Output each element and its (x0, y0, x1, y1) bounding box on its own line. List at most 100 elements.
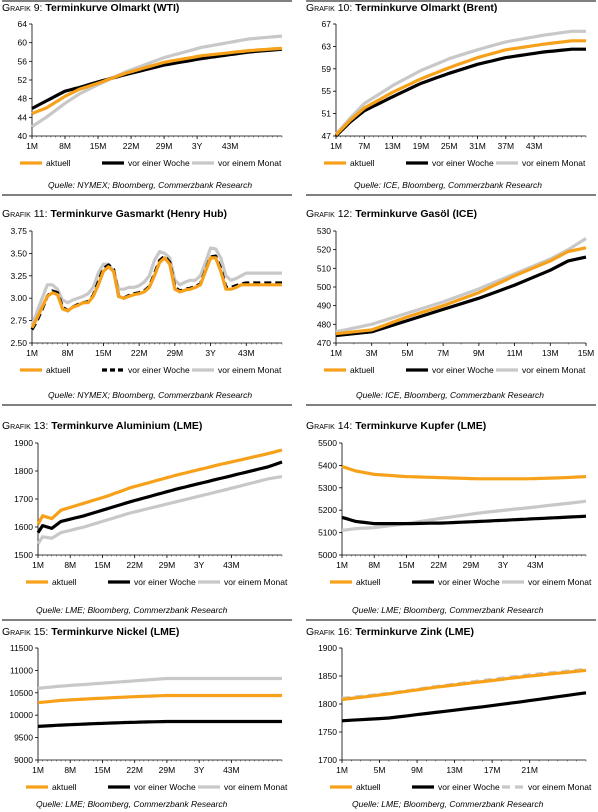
legend-label-woche: vor einer Woche (128, 158, 190, 168)
y-tick-label: 1800 (14, 466, 33, 476)
x-tick-label: 3Y (205, 348, 216, 358)
series-line-aktuell (341, 464, 587, 481)
series-line-aktuell (36, 448, 283, 525)
x-tick-label: 3Y (194, 765, 205, 775)
x-tick-label: 1M (26, 348, 38, 358)
series-line-monat (31, 34, 283, 129)
legend-label-woche: vor einer Woche (128, 365, 190, 375)
x-tick-label: 19M (413, 141, 430, 151)
legend-label-aktuell: aktuell (350, 158, 375, 168)
x-tick-label: 9M (411, 765, 423, 775)
legend-label-woche: vor einer Woche (432, 365, 494, 375)
series-line-aktuell (37, 693, 282, 705)
x-tick-label: 1M (32, 765, 44, 775)
y-tick-label: 60 (18, 38, 28, 48)
top-rule (2, 0, 292, 2)
y-tick-label: 1700 (318, 755, 337, 765)
series-line-woche (335, 255, 587, 338)
x-tick-label: 25M (441, 141, 458, 151)
x-tick-label: 29M (159, 765, 176, 775)
chart-henry-hub: 2.50 2.75 3.00 3.25 3.50 3.75 1M 8M 15M 22M 29M 3Y 4… (10, 226, 283, 375)
chart-panel-grafik-12: Grafik 12: Terminkurve Gasöl (ICE) 470 48… (306, 205, 596, 406)
y-tick-label: 52 (18, 75, 28, 85)
x-tick-label: 1M (336, 765, 348, 775)
series-line-aktuell (30, 256, 282, 329)
chart-zink: 1700 1750 1800 1850 1900 1M 5M 9M 13M 17M 21M aktue… (318, 643, 592, 792)
series-line-aktuell (335, 246, 587, 336)
series-line-woche (334, 47, 586, 138)
y-tick-label: 10500 (9, 688, 33, 698)
x-tick-label: 43M (222, 141, 239, 151)
x-tick-label: 43M (223, 765, 240, 775)
series-line-woche (341, 514, 587, 526)
y-tick-label: 5000 (318, 550, 337, 560)
x-tick-label: 8M (64, 560, 76, 570)
legend-label-aktuell: aktuell (46, 158, 71, 168)
y-tick-label: 3.25 (10, 271, 27, 281)
x-tick-label: 31M (469, 141, 486, 151)
y-tick-label: 9500 (14, 733, 33, 743)
x-tick-label: 22M (126, 765, 143, 775)
legend-label-monat: vor einem Monat (528, 782, 592, 792)
y-tick-label: 5400 (318, 460, 337, 470)
x-tick-label: 29M (156, 141, 173, 151)
bottom-rule (2, 194, 292, 196)
y-tick-label: 40 (18, 131, 28, 141)
source-note: Quelle: NYMEX; Bloomberg, Commerzbank Re… (48, 180, 253, 190)
chart-panel-grafik-9: Grafik 9: Terminkurve Olmarkt (WTI) 40 44… (2, 0, 292, 200)
series-line-monat (341, 499, 587, 532)
series-line-monat (334, 29, 586, 136)
y-tick-label: 56 (18, 56, 28, 66)
chart-panel-grafik-15: Grafik 15: Terminkurve Nickel (LME) 9000… (2, 622, 292, 810)
y-tick-label: 10000 (9, 710, 33, 720)
y-tick-label: 480 (317, 319, 331, 329)
x-tick-label: 15M (578, 348, 595, 358)
x-tick-label: 1M (336, 560, 348, 570)
x-tick-label: 3Y (498, 560, 509, 570)
legend-label-aktuell: aktuell (350, 365, 375, 375)
x-tick-label: 1M (26, 141, 38, 151)
y-tick-label: 1750 (318, 727, 337, 737)
chart-title: Grafik 9: Terminkurve Olmarkt (WTI) (2, 2, 180, 14)
series-line-woche (31, 47, 283, 110)
y-tick-label: 520 (317, 245, 331, 255)
y-tick-label: 9000 (14, 755, 33, 765)
x-tick-label: 5M (402, 348, 414, 358)
x-tick-label: 3Y (192, 141, 203, 151)
bottom-rule (306, 194, 596, 196)
source-note: Quelle: LME; Bloomberg, Commerzbank Rese… (36, 605, 228, 615)
series-line-woche (341, 691, 587, 723)
series-line-monat (36, 475, 283, 545)
chart-panel-grafik-13: Grafik 13: Terminkurve Aluminium (LME) 1… (2, 417, 292, 621)
y-tick-label: 530 (317, 226, 331, 236)
x-tick-label: 21M (521, 765, 538, 775)
y-tick-label: 1800 (318, 699, 337, 709)
series-line-woche (37, 719, 282, 728)
y-tick-label: 67 (322, 19, 332, 29)
x-tick-label: 15M (90, 141, 107, 151)
x-tick-label: 29M (167, 348, 184, 358)
series-line-aktuell (341, 668, 587, 702)
y-tick-label: 5200 (318, 505, 337, 515)
y-tick-label: 11500 (10, 643, 33, 653)
legend-label-monat: vor einem Monat (522, 158, 586, 168)
series-line-aktuell (31, 46, 283, 116)
legend-label-monat: vor einem Monat (528, 577, 592, 587)
chart-title: Grafik 11: Terminkurve Gasmarkt (Henry H… (2, 208, 228, 220)
x-tick-label: 22M (123, 141, 140, 151)
y-tick-label: 59 (322, 64, 332, 74)
legend-label-aktuell: aktuell (52, 577, 77, 587)
y-tick-label: 3.50 (10, 248, 27, 258)
x-tick-label: 43M (526, 141, 543, 151)
y-tick-label: 2.50 (10, 338, 27, 348)
series-line-aktuell (334, 39, 586, 137)
y-tick-label: 2.75 (10, 316, 27, 326)
source-note: Quelle: LME; Bloomberg, Commerzbank Rese… (36, 799, 228, 809)
x-tick-label: 37M (498, 141, 515, 151)
legend-label-aktuell: aktuell (46, 365, 71, 375)
y-tick-label: 1500 (14, 550, 33, 560)
x-tick-label: 43M (223, 560, 240, 570)
chart-title: Grafik 12: Terminkurve Gasöl (ICE) (306, 208, 477, 220)
y-tick-label: 1900 (318, 643, 337, 653)
legend-label-monat: vor einem Monat (218, 365, 282, 375)
